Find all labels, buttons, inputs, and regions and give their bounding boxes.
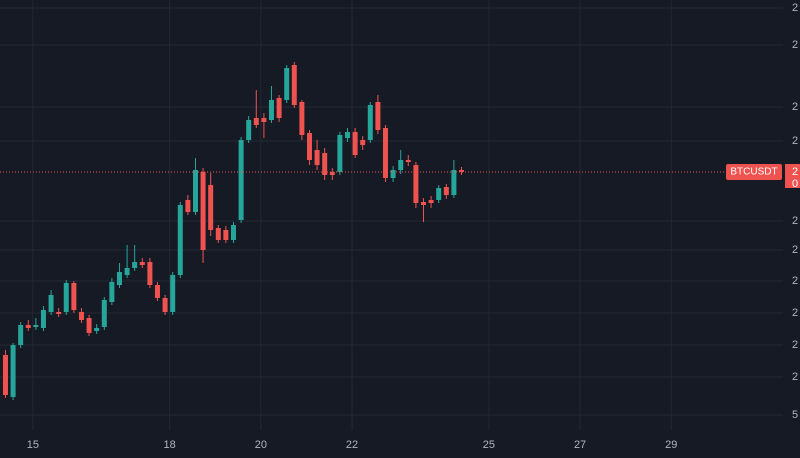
candle-body (162, 298, 168, 312)
x-tick-label: 25 (483, 439, 495, 451)
candle-body (18, 325, 24, 345)
candle-body (367, 105, 373, 140)
y-tick-label: 2 (792, 135, 798, 147)
candle-body (253, 118, 259, 125)
candle-body (421, 202, 427, 205)
candle-body (428, 200, 434, 203)
candle-body (185, 200, 191, 212)
candle-body (314, 150, 320, 165)
candle-body (48, 295, 54, 312)
candle-body (139, 262, 145, 265)
candle-body (413, 165, 419, 203)
candle-body (78, 312, 84, 320)
candle-body (200, 172, 206, 250)
candle-body (56, 312, 62, 314)
candle-body (261, 118, 267, 122)
candle-body (223, 230, 229, 240)
candle-body (86, 318, 92, 333)
candle-body (322, 153, 328, 175)
candle-body (116, 272, 122, 285)
candle-body (451, 170, 457, 195)
y-tick-label: 2 (792, 101, 798, 113)
x-tick-label: 29 (665, 439, 677, 451)
candle-body (291, 65, 297, 105)
x-tick-label: 27 (574, 439, 586, 451)
candle-body (459, 170, 465, 172)
candle-body (246, 120, 252, 140)
y-tick-label: 2 (792, 371, 798, 383)
candle-body (208, 185, 214, 230)
candle-body (405, 160, 411, 162)
x-tick-label: 20 (255, 439, 267, 451)
candle-body (352, 132, 358, 155)
y-tick-label: 2 (792, 2, 798, 14)
candle-body (390, 170, 396, 178)
candle-body (307, 133, 313, 160)
candle-body (2, 355, 8, 395)
y-tick-label: 2 (792, 339, 798, 351)
y-tick-label: 2 (792, 275, 798, 287)
candle-body (337, 135, 343, 172)
candle-body (268, 100, 274, 120)
candle-body (33, 325, 39, 327)
y-tick-label: 2 (792, 244, 798, 256)
candle-body (382, 128, 388, 178)
candle-body (94, 328, 100, 331)
candle-body (436, 188, 442, 200)
x-tick-label: 18 (164, 439, 176, 451)
candle-body (170, 275, 176, 312)
price-label: 0 (792, 178, 798, 190)
candle-body (284, 68, 290, 100)
candle-body (192, 170, 198, 212)
symbol-badge (726, 164, 782, 180)
y-tick-label: 2 (792, 215, 798, 227)
candle-body (63, 283, 69, 312)
candle-body (109, 282, 115, 302)
candle-body (238, 140, 244, 220)
candle-body (154, 285, 160, 298)
candle-body (230, 225, 236, 240)
candle-body (398, 160, 404, 170)
candle-body (71, 283, 77, 310)
x-tick-label: 15 (27, 439, 39, 451)
candle-body (329, 172, 335, 175)
x-tick-label: 22 (346, 439, 358, 451)
y-tick-label: 2 (792, 39, 798, 51)
candle-body (25, 325, 31, 328)
y-tick-label: 2 (792, 307, 798, 319)
y-tick-label: 5 (792, 409, 798, 421)
candle-body (177, 205, 183, 275)
candle-body (40, 310, 46, 328)
candle-body (10, 345, 16, 397)
candle-body (147, 262, 153, 285)
candle-body (132, 262, 138, 268)
candle-body (124, 268, 130, 275)
candle-body (101, 300, 107, 327)
candle-body (443, 187, 449, 195)
candle-body (360, 140, 366, 145)
price-label: 2 (792, 166, 798, 178)
candle-body (215, 228, 221, 240)
candle-body (344, 132, 350, 138)
symbol-label: BTCUSDT (730, 167, 777, 178)
candle-body (299, 102, 305, 135)
price-badge (785, 164, 800, 188)
candle-body (375, 102, 381, 130)
candle-body (276, 98, 282, 118)
